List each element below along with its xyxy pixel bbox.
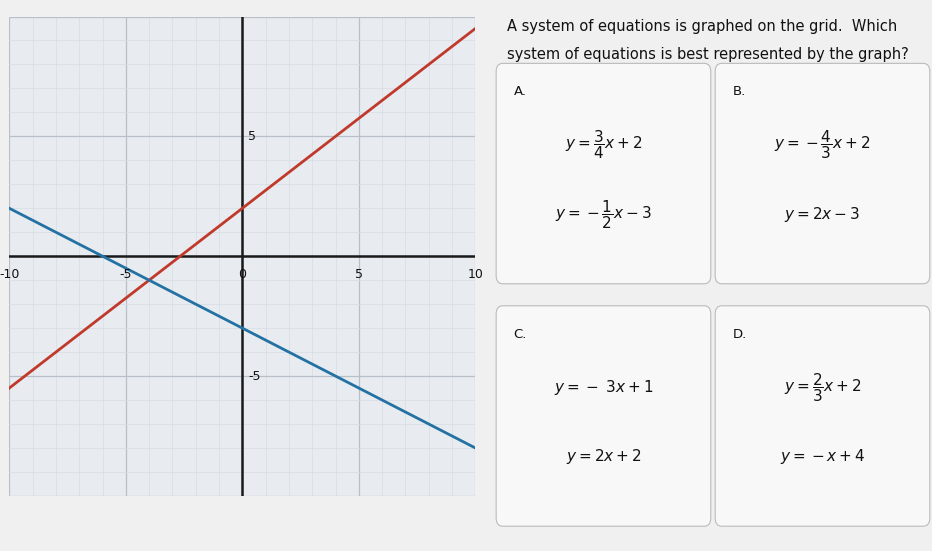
Text: D.: D.	[733, 328, 747, 341]
Text: -5: -5	[248, 370, 261, 382]
FancyBboxPatch shape	[715, 63, 930, 284]
Text: $y = -\ 3x + 1$: $y = -\ 3x + 1$	[554, 378, 653, 397]
Text: $y = 2x + 2$: $y = 2x + 2$	[566, 447, 641, 466]
Text: A system of equations is graphed on the grid.  Which: A system of equations is graphed on the …	[507, 19, 898, 34]
Text: -5: -5	[119, 268, 132, 281]
Text: $y = \dfrac{2}{3}x + 2$: $y = \dfrac{2}{3}x + 2$	[784, 371, 861, 404]
Text: 10: 10	[467, 268, 484, 281]
Text: 0: 0	[239, 268, 246, 281]
Text: -10: -10	[0, 268, 20, 281]
Text: system of equations is best represented by the graph?: system of equations is best represented …	[507, 47, 909, 62]
Text: $y = 2x - 3$: $y = 2x - 3$	[785, 205, 860, 224]
Text: $y = -\dfrac{1}{2}x - 3$: $y = -\dfrac{1}{2}x - 3$	[555, 198, 651, 231]
FancyBboxPatch shape	[715, 306, 930, 526]
Text: B.: B.	[733, 85, 746, 99]
FancyBboxPatch shape	[496, 306, 711, 526]
Text: C.: C.	[514, 328, 528, 341]
Text: A.: A.	[514, 85, 527, 99]
Text: $y = \dfrac{3}{4}x + 2$: $y = \dfrac{3}{4}x + 2$	[565, 128, 642, 161]
Text: 5: 5	[248, 130, 256, 143]
Text: $y = -\dfrac{4}{3}x + 2$: $y = -\dfrac{4}{3}x + 2$	[774, 128, 870, 161]
Text: 5: 5	[355, 268, 363, 281]
Text: $y = -x + 4$: $y = -x + 4$	[780, 447, 865, 466]
FancyBboxPatch shape	[496, 63, 711, 284]
